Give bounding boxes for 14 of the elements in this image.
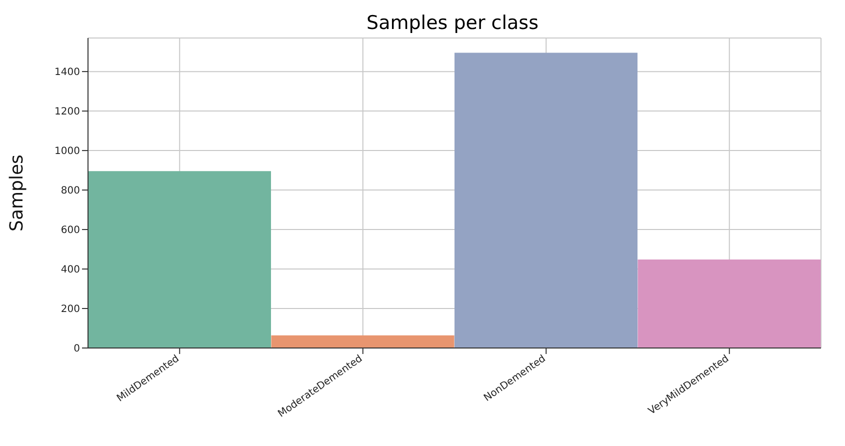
y-tick-label: 400	[60, 264, 80, 276]
bar	[271, 335, 454, 348]
y-tick-label: 1400	[54, 67, 80, 78]
bar	[454, 52, 638, 348]
y-tick-label: 1000	[54, 146, 80, 158]
bar	[638, 260, 821, 348]
y-tick-label: 1200	[54, 106, 80, 118]
y-tick-label: 0	[74, 344, 80, 355]
bar	[88, 171, 271, 348]
y-tick-label: 200	[60, 304, 80, 316]
y-tick-label: 600	[60, 225, 80, 236]
y-tick-label: 800	[60, 186, 80, 197]
y-axis-title: Samples	[6, 154, 28, 232]
chart-title: Samples per class	[366, 12, 540, 34]
